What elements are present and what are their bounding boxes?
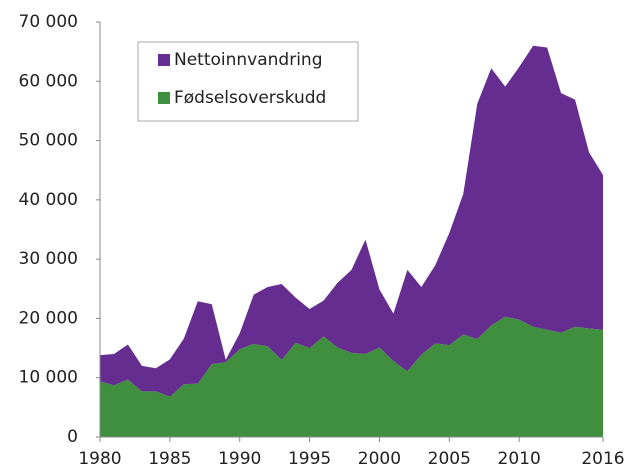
legend-label: Nettoinnvandring bbox=[174, 50, 323, 70]
legend-swatch bbox=[158, 54, 170, 66]
y-tick-label: 30 000 bbox=[19, 249, 78, 269]
area bbox=[100, 316, 603, 437]
x-tick-label: 2010 bbox=[498, 449, 541, 469]
x-tick-label: 2005 bbox=[428, 449, 471, 469]
x-tick-label: 1995 bbox=[288, 449, 331, 469]
y-tick-label: 20 000 bbox=[19, 308, 78, 328]
area bbox=[100, 45, 603, 397]
legend-box bbox=[137, 41, 359, 122]
legend-swatch bbox=[158, 92, 170, 104]
y-tick-label: 40 000 bbox=[19, 190, 78, 210]
x-tick-label: 1985 bbox=[148, 449, 191, 469]
y-tick-label: 70 000 bbox=[19, 12, 78, 32]
x-tick-label: 2000 bbox=[358, 449, 401, 469]
x-tick-label: 1980 bbox=[78, 449, 121, 469]
y-tick-label: 0 bbox=[67, 427, 78, 447]
legend-label: Fødselsoverskudd bbox=[174, 88, 326, 108]
y-tick-label: 50 000 bbox=[19, 131, 78, 151]
x-tick-label: 2016 bbox=[581, 449, 624, 469]
y-tick-label: 60 000 bbox=[19, 71, 78, 91]
y-tick-label: 10 000 bbox=[19, 368, 78, 388]
x-tick-label: 1990 bbox=[218, 449, 261, 469]
